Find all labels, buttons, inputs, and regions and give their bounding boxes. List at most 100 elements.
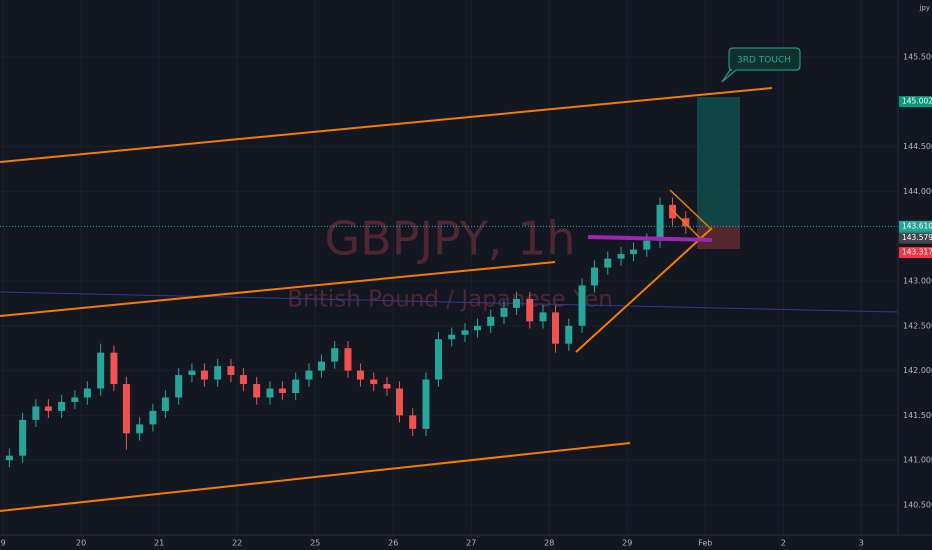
x-tick-label: 20 [76,539,86,548]
price-label-box [899,247,932,259]
price-label: 143.610 [902,221,932,230]
candle-body [331,348,339,362]
x-tick-label: 2 [781,539,786,548]
candle-body [604,258,612,268]
x-tick-label: 22 [232,539,242,548]
candle-body [19,419,27,456]
candle-body [512,298,520,308]
candle-body [175,375,183,398]
x-tick-label: 25 [310,539,320,548]
candle-body [551,312,559,344]
x-tick-label: Feb [698,539,712,548]
price-label-box [899,220,932,232]
y-tick-label: 144.500 [903,142,932,151]
x-tick-label: 21 [154,539,164,548]
candle-body [227,366,235,376]
y-tick-label: 141.500 [903,411,932,420]
candle-body [383,384,391,389]
candle-body [200,370,208,380]
price-label: 145.002 [902,97,932,106]
candle-body [136,424,144,434]
callout-bubble [721,47,801,83]
channel-top [0,87,773,163]
x-tick-label: 26 [388,539,398,548]
y-tick-label: 141.000 [903,456,932,465]
candle-body [239,375,247,385]
price-label-box [899,232,932,244]
candle-body [578,285,586,326]
candle-body [591,267,599,286]
candle-body [214,366,222,380]
candle-body [149,410,157,425]
price-label: 143.317 [902,248,932,257]
candle-body [370,379,378,385]
candle-body [448,334,456,340]
candle-body [461,330,469,335]
wedge-lower [669,207,701,239]
y-tick-label: 142.000 [903,366,932,375]
candle-body [44,406,52,411]
channel-middle [0,261,556,317]
candle-body [434,339,442,380]
candle-body [526,298,534,322]
candle-body [630,249,638,255]
blue-line [0,291,899,313]
candle-body [356,370,364,380]
candle-body [58,401,66,411]
channel-bottom [0,442,631,512]
x-tick-label: 28 [544,539,554,548]
rising-trendline [575,227,713,353]
price-label: 143.579 [902,233,932,242]
watermark-symbol: GBPJPY, 1h [324,212,575,266]
corner-label: jpy [918,4,930,12]
candle-body [83,388,91,398]
wedge-upper [669,189,711,229]
candle-body [97,352,105,389]
candle-body [682,218,690,227]
candle-body [344,348,352,371]
y-tick-label: 144.000 [903,187,932,196]
candles [5,197,690,468]
candle-body [5,455,13,461]
candle-body [656,204,664,241]
y-tick-label: 143.000 [903,276,932,285]
grid [0,0,898,535]
candle-body [110,352,118,385]
candle-body [305,370,313,380]
price-label-box [899,96,932,108]
candle-body [71,397,79,402]
candle-body [122,384,130,434]
candle-body [317,361,325,371]
candle-body [422,379,430,429]
candle-body [539,312,547,322]
candle-body [266,388,274,398]
candle-body [565,325,573,344]
long-target-zone [697,97,740,226]
candle-body [292,379,300,393]
long-stop-zone [697,226,740,249]
x-tick-label: 9 [1,539,6,548]
candle-body [253,384,261,398]
candle-body [409,415,417,429]
candle-body [395,388,403,416]
y-tick-label: 142.500 [903,321,932,330]
candle-body [32,406,40,420]
candle-body [188,370,196,376]
x-tick-label: 3 [859,539,864,548]
support-line [587,235,713,242]
axes: 145.500 144.500 144.000 143.000 142.500 142.0… [1,52,932,548]
price-axis [898,0,932,550]
x-tick-label: 27 [466,539,476,548]
y-tick-label: 140.500 [903,500,932,509]
y-tick-label: 145.500 [903,52,932,61]
candle-body [643,240,651,250]
candle-body [617,254,625,259]
candle-body [161,397,169,411]
candle-body [278,388,286,393]
candle-body [487,316,495,326]
callout-text: 3RD TOUCH [737,56,791,66]
candle-body [473,325,481,331]
x-tick-label: 29 [622,539,632,548]
